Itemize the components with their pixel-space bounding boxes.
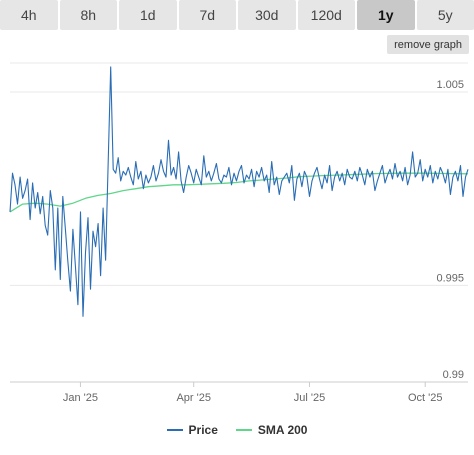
tab-120d[interactable]: 120d: [297, 0, 355, 30]
tab-30d[interactable]: 30d: [238, 0, 296, 30]
x-tick-label: Apr '25: [176, 392, 211, 404]
remove-graph-button[interactable]: remove graph: [387, 35, 469, 54]
price-chart[interactable]: 0.99 0.995 1.005 Jan '25 Apr '25 Jul '25 Oct '…: [0, 55, 474, 415]
legend-item-sma-200[interactable]: SMA 200: [235, 423, 308, 437]
x-tick-label: Jul '25: [294, 392, 325, 404]
chart-legend: Price SMA 200: [0, 420, 474, 440]
tab-4h[interactable]: 4h: [0, 0, 58, 30]
y-tick-label: 1.005: [436, 79, 464, 91]
tab-8h[interactable]: 8h: [59, 0, 117, 30]
tab-7d[interactable]: 7d: [178, 0, 236, 30]
legend-swatch-price: [166, 429, 183, 431]
series-line-price: [9, 66, 469, 317]
tab-1d[interactable]: 1d: [119, 0, 177, 30]
legend-label-sma: SMA 200: [257, 423, 308, 437]
y-tick-label: 0.99: [443, 369, 464, 381]
legend-item-price[interactable]: Price: [166, 423, 218, 437]
y-tick-label: 0.995: [436, 272, 464, 284]
tab-1y[interactable]: 1y: [357, 0, 415, 30]
legend-swatch-sma: [235, 429, 252, 431]
tab-5y[interactable]: 5y: [416, 0, 474, 30]
range-tabs: 4h 8h 1d 7d 30d 120d 1y 5y: [0, 0, 474, 30]
legend-label-price: Price: [188, 423, 218, 437]
series-line-sma-200: [9, 172, 469, 213]
x-tick-label: Oct '25: [408, 392, 443, 404]
x-tick-label: Jan '25: [63, 392, 98, 404]
